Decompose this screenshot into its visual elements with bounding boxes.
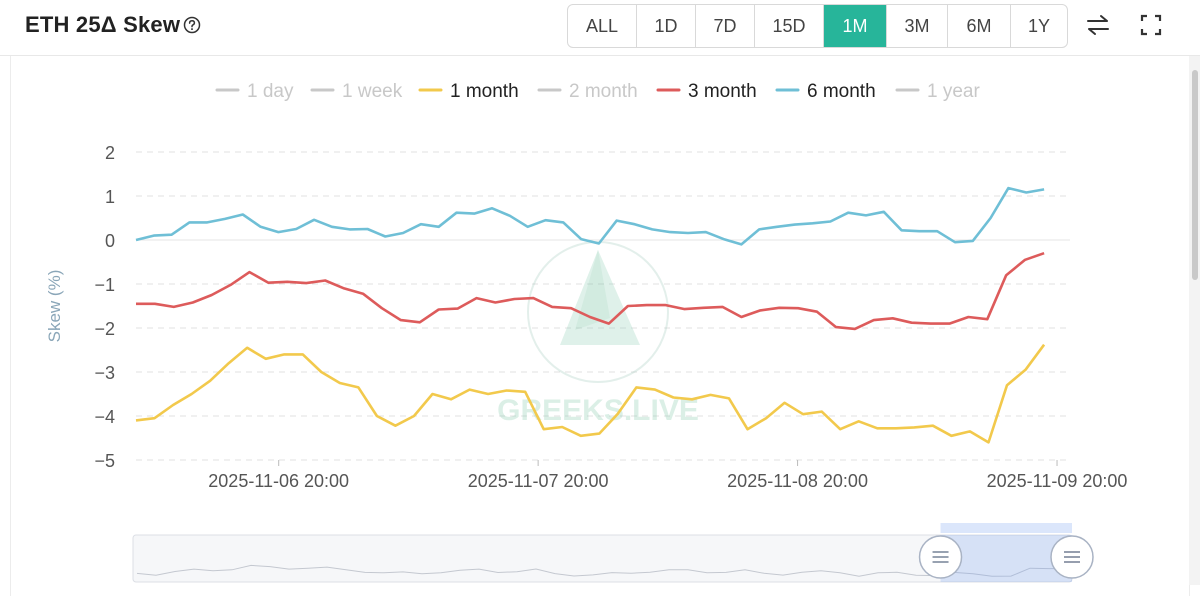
y-tick-label: 2 bbox=[105, 143, 115, 163]
timeframe-button-all[interactable]: ALL bbox=[568, 5, 637, 47]
navigator-selected-range[interactable] bbox=[940, 535, 1072, 582]
timeframe-button-1y[interactable]: 1Y bbox=[1027, 16, 1051, 36]
y-tick-label: 0 bbox=[105, 231, 115, 251]
timeframe-button-7d[interactable]: 7D bbox=[696, 5, 755, 47]
legend-label: 6 month bbox=[807, 81, 876, 102]
greeks-live-watermark: GREEKS.LIVE bbox=[497, 241, 699, 427]
legend-item-3-month[interactable]: 3 month bbox=[656, 81, 757, 102]
page-scrollbar[interactable] bbox=[1189, 56, 1200, 585]
y-tick-label: −1 bbox=[94, 275, 115, 295]
x-tick-label: 2025-11-07 20:00 bbox=[468, 471, 609, 491]
legend-item-1-year[interactable]: 1 year bbox=[895, 81, 980, 102]
timeframe-button-15d[interactable]: 15D bbox=[755, 5, 824, 47]
question-circle-icon[interactable] bbox=[183, 16, 201, 34]
legend-item-1-month[interactable]: 1 month bbox=[418, 81, 519, 102]
x-tick-label: 2025-11-08 20:00 bbox=[727, 471, 868, 491]
y-tick-label: −4 bbox=[94, 407, 115, 427]
navigator-top-bar[interactable] bbox=[940, 523, 1072, 533]
legend-item-1-day[interactable]: 1 day bbox=[215, 81, 294, 102]
watermark-text: GREEKS.LIVE bbox=[497, 394, 699, 427]
y-tick-label: −5 bbox=[94, 451, 115, 471]
legend-label: 2 month bbox=[569, 81, 638, 102]
series-line-1-month bbox=[135, 343, 1046, 444]
legend-label: 1 day bbox=[247, 81, 294, 102]
page-scrollbar-thumb[interactable] bbox=[1192, 70, 1198, 280]
legend-label: 3 month bbox=[688, 81, 757, 102]
legend-label: 1 month bbox=[450, 81, 519, 102]
x-tick-label: 2025-11-06 20:00 bbox=[208, 471, 349, 491]
chart-title: ETH 25Δ Skew bbox=[25, 12, 181, 37]
legend-label: 1 year bbox=[927, 81, 980, 102]
series-line-6-month bbox=[135, 186, 1045, 246]
y-tick-label: −3 bbox=[94, 363, 115, 383]
legend-item-6-month[interactable]: 6 month bbox=[775, 81, 876, 102]
timeframe-button-6m[interactable]: 6M bbox=[948, 5, 1011, 47]
legend-label: 1 week bbox=[342, 81, 403, 102]
navigator-handle-right[interactable] bbox=[1050, 535, 1094, 579]
swap-arrows-icon[interactable] bbox=[1085, 13, 1111, 37]
y-axis-label: Skew (%) bbox=[45, 270, 64, 343]
timeframe-selector: ALL 1D 7D 15D 1M 3M 6M 1Y bbox=[567, 4, 1068, 48]
fullscreen-icon[interactable] bbox=[1140, 14, 1162, 36]
timeframe-button-1d[interactable]: 1D bbox=[637, 5, 696, 47]
y-tick-label: 1 bbox=[105, 187, 115, 207]
y-tick-label: −2 bbox=[94, 319, 115, 339]
navigator-handle-left[interactable] bbox=[918, 535, 963, 579]
chart-header: ETH 25Δ Skew ALL 1D 7D 15D 1M 3M 6M 1Y bbox=[0, 0, 1200, 52]
legend-item-1-week[interactable]: 1 week bbox=[310, 81, 403, 102]
legend-item-2-month[interactable]: 2 month bbox=[537, 81, 638, 102]
timeframe-button-1m[interactable]: 1M bbox=[824, 5, 887, 47]
navigator-preview-line bbox=[136, 564, 1069, 577]
timeframe-button-3m[interactable]: 3M bbox=[887, 5, 948, 47]
series-line-3-month bbox=[136, 251, 1045, 331]
x-tick-label: 2025-11-09 20:00 bbox=[987, 471, 1128, 491]
header-divider bbox=[0, 55, 1200, 56]
